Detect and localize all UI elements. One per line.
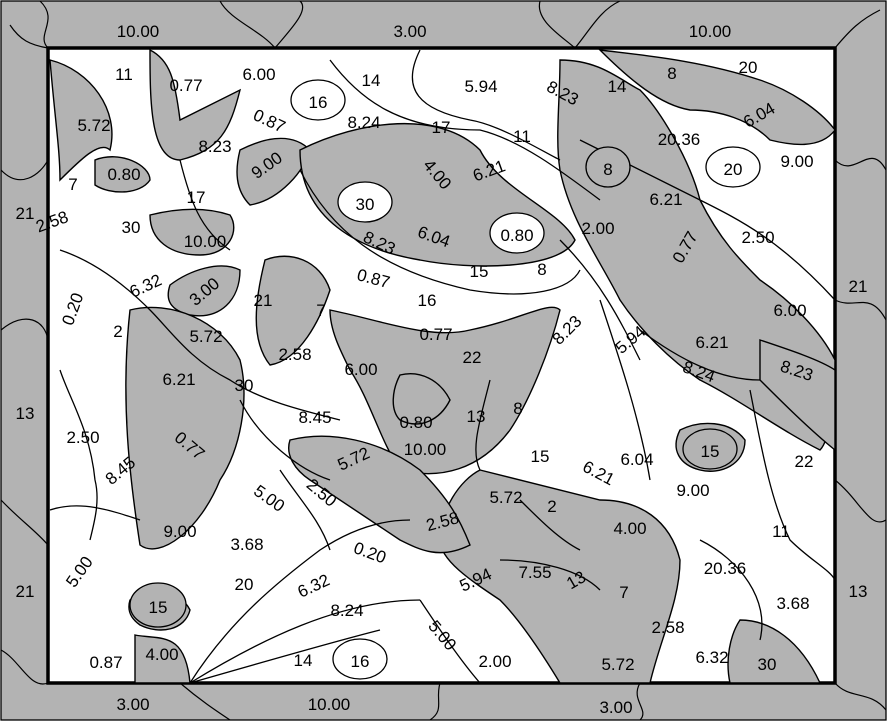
region-label: 5.94 xyxy=(464,77,497,96)
region-label: 3.68 xyxy=(776,594,809,613)
region-label: 20.36 xyxy=(658,130,701,149)
region-label: 15 xyxy=(149,598,168,617)
region-label: 4.00 xyxy=(613,519,646,538)
region-label: 0.80 xyxy=(399,413,432,432)
border-labels: 10.00 3.00 10.00 21 21 13 21 13 3.00 10.… xyxy=(16,22,868,717)
region-label: 17 xyxy=(432,118,451,137)
region-label: 6.00 xyxy=(773,301,806,320)
region-label: 8 xyxy=(603,160,612,179)
region-label: 30 xyxy=(235,376,254,395)
region-label: 0.80 xyxy=(500,226,533,245)
region-label: 11 xyxy=(772,522,790,541)
region-label: 16 xyxy=(418,291,437,310)
region-label: 8.45 xyxy=(298,408,331,427)
border-label: 21 xyxy=(16,582,35,601)
region-label: 6.21 xyxy=(695,333,728,352)
region-label: 16 xyxy=(309,93,328,112)
region-label: 8 xyxy=(667,64,676,83)
region-label: 9.00 xyxy=(163,522,196,541)
region-label: 7 xyxy=(68,175,77,194)
region-label: 0.87 xyxy=(89,653,122,672)
region-label: 2.00 xyxy=(478,652,511,671)
region-label: 13 xyxy=(467,407,486,426)
border-label: 3.00 xyxy=(599,698,632,717)
region-label: 20 xyxy=(739,58,758,77)
region-label: 6.00 xyxy=(242,65,275,84)
region-label: 10.00 xyxy=(184,232,227,251)
border-label: 21 xyxy=(849,277,868,296)
region-outlines xyxy=(49,49,836,684)
region-label: 6.21 xyxy=(162,370,195,389)
region-label: 6.04 xyxy=(620,450,653,469)
region-label: 2.50 xyxy=(741,228,774,247)
border-label: 13 xyxy=(16,404,35,423)
region-label: 5.72 xyxy=(189,327,222,346)
border-label: 3.00 xyxy=(393,22,426,41)
border-label: 21 xyxy=(16,204,35,223)
region-label: 6.21 xyxy=(649,190,682,209)
region-label: 2.58 xyxy=(651,618,684,637)
region-label: 20 xyxy=(724,160,743,179)
region-label: 15 xyxy=(470,262,489,281)
region-label: 9.00 xyxy=(780,152,813,171)
region-label: 5.72 xyxy=(601,655,634,674)
region-label: 20 xyxy=(235,575,254,594)
region-label: 14 xyxy=(294,651,313,670)
border-label: 13 xyxy=(849,582,868,601)
region-label: 9.00 xyxy=(676,481,709,500)
region-label: 10.00 xyxy=(404,440,447,459)
region-label: 6.00 xyxy=(344,360,377,379)
region-label: 16 xyxy=(351,652,370,671)
region-label: 8.23 xyxy=(198,137,231,156)
region-label: 15 xyxy=(531,447,550,466)
region-label: 4.00 xyxy=(145,645,178,664)
region-label: 6.32 xyxy=(695,648,728,667)
bubble-regions xyxy=(129,79,761,680)
region-label: 21 xyxy=(254,291,273,310)
region-label: 0.80 xyxy=(107,165,140,184)
border-label: 10.00 xyxy=(308,695,351,714)
region-label: 2.50 xyxy=(66,428,99,447)
region-label: 8.24 xyxy=(330,601,363,620)
region-label: 14 xyxy=(608,77,627,96)
region-label: 0.77 xyxy=(169,76,202,95)
region-label: 11 xyxy=(513,127,531,146)
region-label: 7 xyxy=(316,301,325,320)
border-label: 3.00 xyxy=(116,695,149,714)
region-label: 8.24 xyxy=(347,113,380,132)
border-label: 10.00 xyxy=(689,22,732,41)
region-label: 22 xyxy=(463,348,482,367)
region-label: 20.36 xyxy=(704,559,747,578)
region-label: 11 xyxy=(115,65,133,84)
region-label: 2.00 xyxy=(581,219,614,238)
region-label: 5.72 xyxy=(489,488,522,507)
region-label: 8 xyxy=(537,260,546,279)
region-label: 0.77 xyxy=(419,325,452,344)
region-label: 22 xyxy=(795,452,814,471)
region-label: 2 xyxy=(547,497,556,516)
region-label: 30 xyxy=(356,195,375,214)
region-label: 30 xyxy=(758,655,777,674)
region-label: 5.72 xyxy=(77,116,110,135)
region-label: 30 xyxy=(122,218,141,237)
region-label: 14 xyxy=(362,71,381,90)
region-label: 15 xyxy=(701,442,720,461)
border-label: 10.00 xyxy=(117,22,160,41)
region-label: 3.68 xyxy=(230,535,263,554)
region-label: 8 xyxy=(513,399,522,418)
region-label: 17 xyxy=(187,188,206,207)
region-label: 7.55 xyxy=(518,563,551,582)
region-label: 2.58 xyxy=(278,345,311,364)
region-label: 7 xyxy=(619,583,628,602)
region-label: 2 xyxy=(113,322,122,341)
